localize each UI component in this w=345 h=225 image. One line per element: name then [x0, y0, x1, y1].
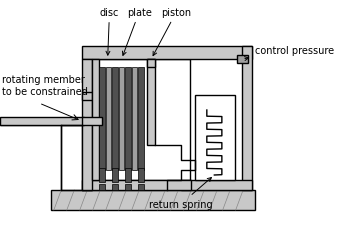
Bar	[82, 93, 92, 101]
Text: control pressure: control pressure	[244, 46, 334, 61]
Bar	[0, 117, 83, 126]
Bar	[82, 47, 253, 60]
Bar	[99, 168, 105, 182]
Bar	[106, 68, 111, 170]
Text: piston: piston	[153, 8, 191, 56]
Text: return spring: return spring	[149, 178, 213, 209]
Bar	[125, 168, 131, 182]
Bar	[138, 168, 144, 182]
Bar	[82, 60, 92, 190]
Bar	[132, 68, 137, 170]
Bar	[82, 180, 191, 190]
Bar	[138, 184, 144, 190]
Bar	[92, 60, 190, 180]
Bar	[99, 68, 105, 170]
Bar	[82, 117, 102, 126]
Bar	[119, 68, 124, 170]
Text: disc: disc	[100, 8, 119, 56]
Bar	[138, 68, 144, 170]
Bar	[147, 60, 155, 68]
Bar	[92, 60, 99, 180]
Bar	[181, 180, 253, 190]
Text: plate: plate	[122, 8, 151, 56]
Polygon shape	[0, 119, 82, 126]
Text: rotating member
to be constrained: rotating member to be constrained	[2, 75, 88, 96]
Bar	[99, 184, 105, 190]
Bar	[51, 190, 255, 210]
Bar	[147, 60, 155, 145]
Bar	[112, 68, 118, 170]
Bar	[237, 56, 248, 64]
Bar	[112, 184, 118, 190]
Bar	[195, 96, 235, 180]
Bar	[112, 168, 118, 182]
Bar	[242, 47, 253, 190]
Bar	[125, 184, 131, 190]
Bar	[125, 68, 131, 170]
Bar	[82, 122, 92, 190]
